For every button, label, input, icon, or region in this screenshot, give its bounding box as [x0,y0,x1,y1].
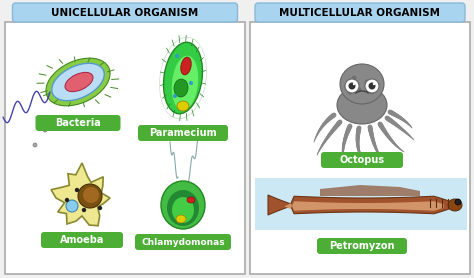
Circle shape [365,79,379,93]
Ellipse shape [52,63,104,101]
Bar [255,178,467,230]
Circle shape [345,79,359,93]
Ellipse shape [177,101,189,111]
Polygon shape [284,201,444,211]
Polygon shape [400,187,420,196]
Circle shape [353,83,355,85]
Ellipse shape [161,181,205,229]
FancyBboxPatch shape [321,152,403,168]
Circle shape [347,90,353,95]
Text: MULTICELLULAR ORGANISM: MULTICELLULAR ORGANISM [280,8,440,18]
Ellipse shape [187,197,195,203]
Text: Paramecium: Paramecium [149,128,217,138]
Circle shape [356,88,362,93]
Circle shape [175,54,179,58]
Circle shape [352,76,356,81]
FancyBboxPatch shape [12,3,237,22]
Circle shape [43,128,47,132]
Text: Octopus: Octopus [339,155,384,165]
Ellipse shape [174,79,188,97]
FancyBboxPatch shape [255,3,465,22]
FancyBboxPatch shape [135,234,231,250]
Ellipse shape [172,197,194,223]
Ellipse shape [176,215,186,223]
Circle shape [98,206,102,210]
Ellipse shape [160,37,207,119]
Ellipse shape [65,72,93,92]
Text: Chlamydomonas: Chlamydomonas [141,237,225,247]
Circle shape [173,94,177,98]
Ellipse shape [46,58,110,106]
FancyBboxPatch shape [36,115,120,131]
Ellipse shape [337,86,387,124]
Polygon shape [51,163,110,226]
Polygon shape [320,185,360,196]
Polygon shape [360,185,400,196]
Ellipse shape [448,199,462,211]
Ellipse shape [164,42,202,114]
Circle shape [189,81,193,85]
Circle shape [82,208,86,212]
Circle shape [65,198,69,202]
Polygon shape [268,195,460,215]
Circle shape [368,83,375,90]
Circle shape [78,184,102,208]
Text: Petromyzon: Petromyzon [329,241,395,251]
Circle shape [33,143,37,147]
Circle shape [75,188,79,192]
Circle shape [370,90,374,95]
Circle shape [365,80,370,85]
FancyBboxPatch shape [138,125,228,141]
Circle shape [66,200,78,212]
Bar [5,22,245,274]
Circle shape [373,83,375,85]
Ellipse shape [340,64,384,104]
Text: UNICELLULAR ORGANISM: UNICELLULAR ORGANISM [51,8,199,18]
Circle shape [83,187,99,203]
Circle shape [455,199,461,205]
FancyBboxPatch shape [41,232,123,248]
Ellipse shape [181,57,191,75]
Text: Amoeba: Amoeba [60,235,104,245]
Bar [250,22,470,274]
Circle shape [348,83,356,90]
Text: Bacteria: Bacteria [55,118,101,128]
Ellipse shape [172,56,198,110]
FancyBboxPatch shape [317,238,407,254]
Ellipse shape [167,190,199,226]
